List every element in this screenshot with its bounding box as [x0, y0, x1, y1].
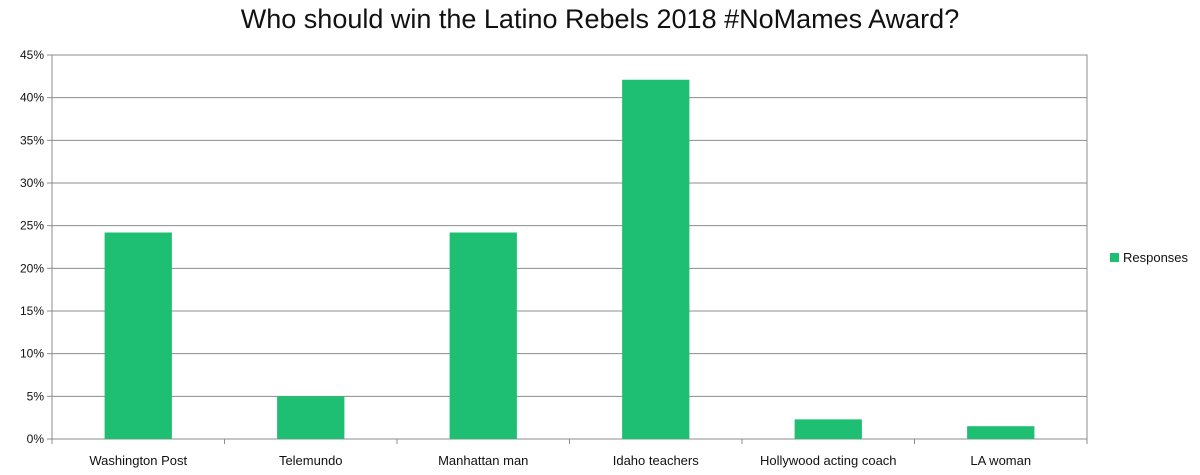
- x-tick-label: Telemundo: [279, 453, 343, 468]
- y-tick-label: 30%: [20, 176, 44, 190]
- bar: [104, 232, 172, 439]
- y-tick-label: 35%: [20, 133, 44, 147]
- bar: [449, 232, 517, 439]
- y-tick-label: 45%: [20, 48, 44, 62]
- legend: Responses: [1110, 250, 1188, 265]
- x-tick-label: Manhattan man: [438, 453, 528, 468]
- legend-label: Responses: [1123, 250, 1189, 265]
- y-tick-label: 25%: [20, 219, 44, 233]
- y-tick-label: 0%: [27, 432, 45, 446]
- x-tick-label: Idaho teachers: [613, 453, 700, 468]
- bar: [967, 426, 1035, 439]
- x-tick-label: Washington Post: [89, 453, 187, 468]
- legend-swatch: [1110, 253, 1119, 262]
- plot-border: [51, 54, 1088, 440]
- y-tick-label: 40%: [20, 91, 44, 105]
- bar: [794, 419, 862, 439]
- y-tick-label: 20%: [20, 261, 44, 275]
- bar: [622, 79, 690, 439]
- y-tick-label: 10%: [20, 347, 44, 361]
- y-tick-label: 15%: [20, 304, 44, 318]
- bar: [277, 396, 345, 439]
- x-tick-label: Hollywood acting coach: [760, 453, 897, 468]
- y-tick-label: 5%: [27, 389, 45, 403]
- x-tick-label: LA woman: [970, 453, 1031, 468]
- chart-title: Who should win the Latino Rebels 2018 #N…: [240, 4, 960, 34]
